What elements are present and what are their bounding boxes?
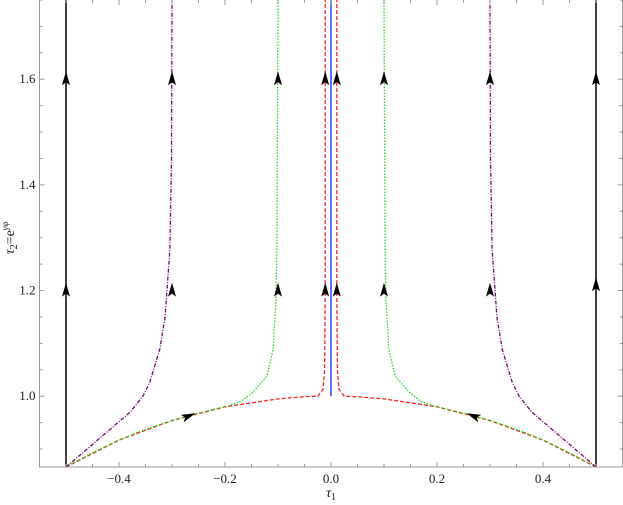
flow-arrow-icon — [332, 282, 341, 297]
flow-arrow-icon — [274, 282, 282, 297]
x-tick-label: 0.2 — [429, 471, 445, 486]
series-curve-3 — [383, 0, 597, 468]
flow-arrow-icon — [486, 71, 494, 86]
x-tick-label: −0.2 — [213, 471, 237, 486]
x-axis-title: τ1 — [326, 486, 336, 503]
flow-arrow-icon — [332, 71, 341, 86]
flow-arrow-icon — [321, 71, 330, 86]
flow-arrow-icon — [168, 71, 176, 86]
x-tick-label: −0.4 — [107, 471, 131, 486]
y-tick-label: 1.6 — [19, 71, 36, 86]
flow-arrow-icon — [62, 282, 70, 297]
flow-arrow-icon — [321, 282, 330, 297]
flow-arrow-icon — [380, 282, 388, 297]
x-tick-label: 0.4 — [535, 471, 552, 486]
flow-arrow-icon — [274, 71, 282, 86]
y-tick-label: 1.2 — [19, 283, 35, 298]
flow-arrow-icon — [168, 282, 176, 297]
flow-arrow-icon — [592, 71, 600, 86]
flow-arrow-icon — [380, 71, 388, 86]
axis-ticks: −0.4 −0.2 0.0 0.2 0.4 1.0 1.2 1.4 1.6 — [19, 0, 623, 486]
series-curve-1 — [336, 0, 597, 468]
arrow-markers — [62, 71, 600, 423]
flow-arrow-icon — [466, 413, 482, 423]
series-curve-2 — [65, 0, 279, 468]
flow-arrow-icon — [592, 277, 600, 292]
flow-arrow-icon — [180, 413, 196, 423]
series-curve-4 — [65, 0, 173, 468]
x-tick-label: 0.0 — [323, 471, 339, 486]
flow-arrow-icon — [62, 71, 70, 86]
y-tick-label: 1.0 — [19, 388, 35, 403]
y-axis-title: τ2=eγφ — [0, 222, 20, 255]
flow-arrow-icon — [486, 282, 494, 297]
series-curve-5 — [489, 0, 597, 468]
series-curve-0 — [65, 0, 326, 468]
curves — [65, 0, 597, 468]
y-tick-label: 1.4 — [19, 177, 36, 192]
